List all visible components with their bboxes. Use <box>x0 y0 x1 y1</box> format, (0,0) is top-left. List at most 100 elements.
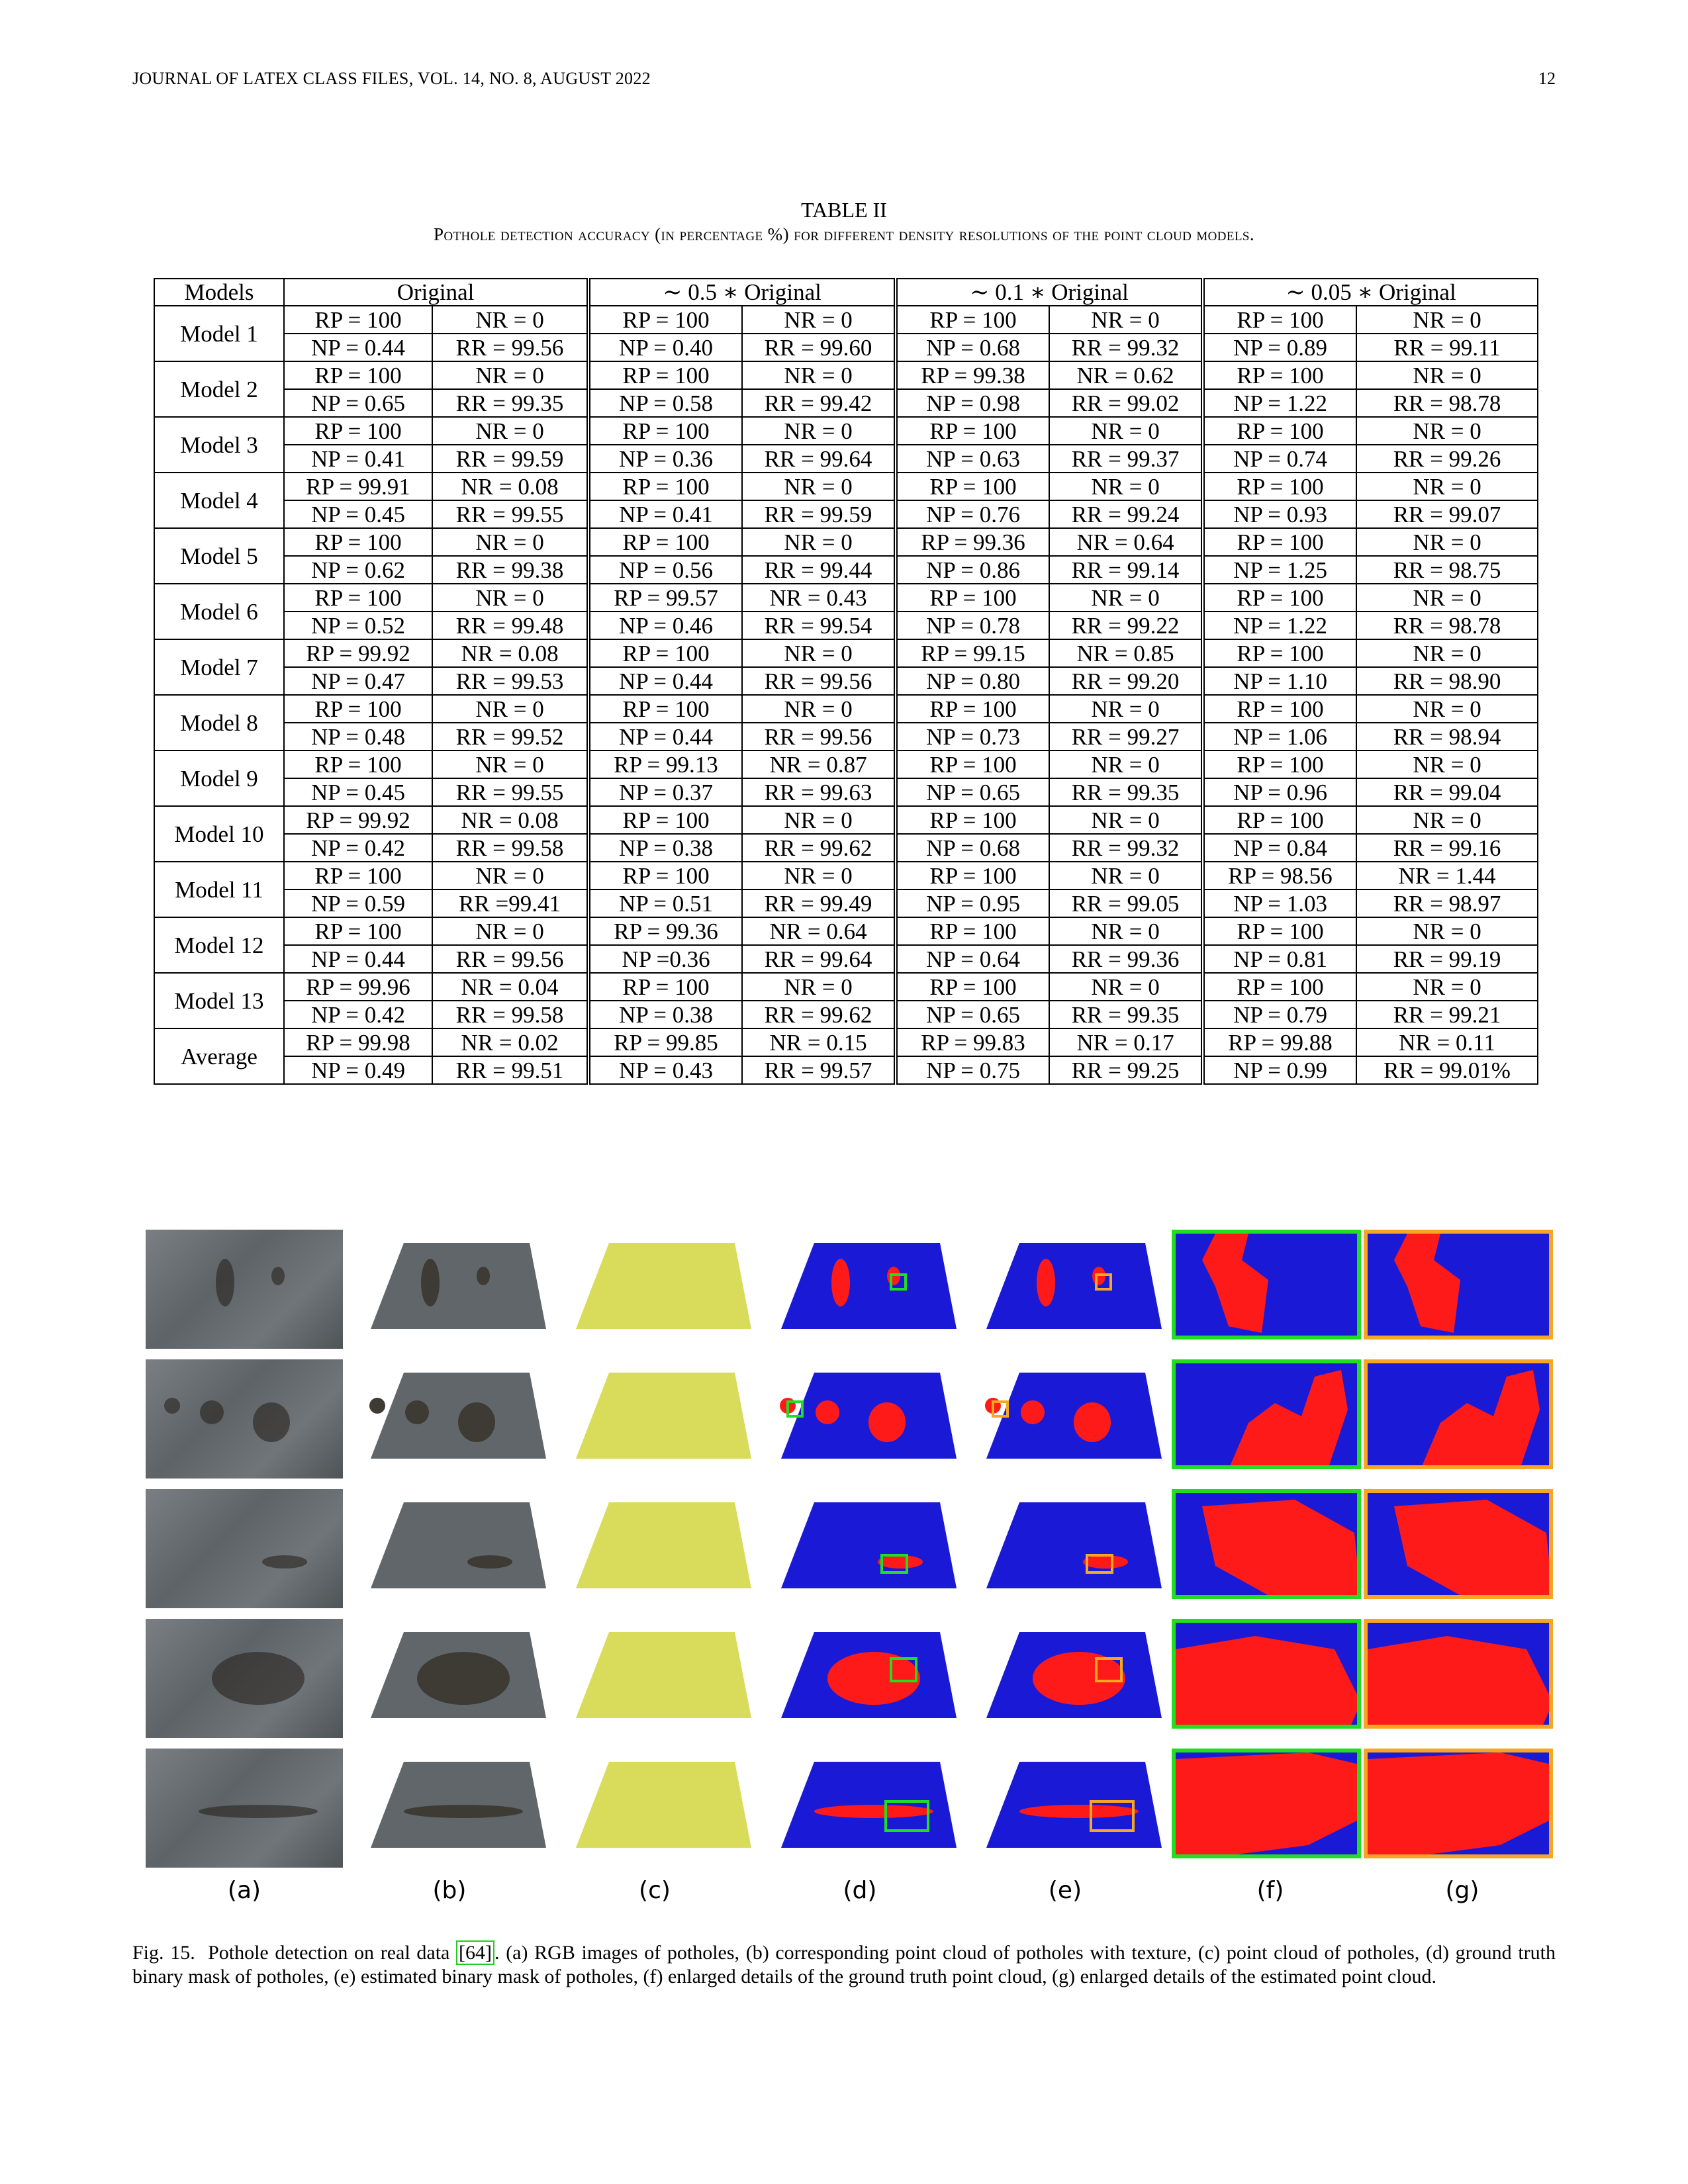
table-row: Model 11 RP = 100 NR = 0 RP = 100 NR = 0 RP =… <box>154 861 1539 918</box>
table-body: Model 1 RP = 100 NR = 0 RP = 100 NR = 0 RP = … <box>154 305 1539 1085</box>
est-enlarged-detail <box>1364 1359 1553 1469</box>
caption-lead: Pothole detection on real data <box>208 1942 450 1964</box>
table-cell: NP = 0.86 <box>894 555 1051 584</box>
table-row: Model 7 RP = 99.92 NR = 0.08 RP = 100 NR = 0… <box>154 639 1539 696</box>
table-cell: RP = 100 <box>1201 305 1358 334</box>
rgb-pothole-image <box>146 1619 343 1738</box>
table-cell: NP = 0.41 <box>586 500 743 529</box>
table-cell: RP = 100 <box>894 861 1051 890</box>
yellow-cloud-plane <box>576 1762 751 1848</box>
table-cell: RR = 99.51 <box>431 1056 590 1085</box>
table-cell: NR = 0 <box>431 361 590 390</box>
table-cell: RP = 100 <box>1201 639 1358 668</box>
table-cell: RP = 99.13 <box>586 750 743 779</box>
table-cell: RP = 100 <box>283 305 433 334</box>
panel-label: (d) <box>843 1877 877 1904</box>
panel-label: (a) <box>227 1877 261 1904</box>
table-cell: RP = 98.56 <box>1201 861 1358 890</box>
table-cell: NP = 0.64 <box>894 944 1051 974</box>
table-cell: NR = 0 <box>1356 917 1539 946</box>
table-cell: NR = 0 <box>741 861 897 890</box>
table-cell: NP = 0.47 <box>283 666 433 696</box>
table-cell: NP = 0.49 <box>283 1056 433 1085</box>
table-cell: RR = 99.04 <box>1356 778 1539 807</box>
table-cell: RP = 99.96 <box>283 972 433 1001</box>
table-cell: NP = 0.96 <box>1201 778 1358 807</box>
table-caption: TABLE II Pothole detection accuracy (in … <box>0 197 1688 246</box>
table-cell: NP = 0.44 <box>283 944 433 974</box>
rgb-pothole-image <box>146 1359 343 1479</box>
est-enlarged-detail-shape <box>1368 1636 1549 1725</box>
table-cell: RP = 100 <box>1201 694 1358 723</box>
model-name-cell: Model 6 <box>154 583 285 640</box>
table-cell: RR = 99.56 <box>431 333 590 362</box>
table-cell: RP = 100 <box>894 583 1051 612</box>
table-cell: RP = 100 <box>586 694 743 723</box>
table-cell: NP = 0.80 <box>894 666 1051 696</box>
table-cell: RP = 99.38 <box>894 361 1051 390</box>
pothole-shape <box>271 1267 285 1285</box>
header-models: Models <box>154 278 285 306</box>
table-cell: NR = 0 <box>1356 472 1539 501</box>
table-cell: NP = 0.98 <box>894 388 1051 418</box>
table-cell: NR = 0 <box>1356 583 1539 612</box>
table-cell: RR = 99.42 <box>741 388 897 418</box>
textured-cloud-plane <box>371 1243 546 1329</box>
ground-truth-mask <box>761 1749 959 1868</box>
ground-truth-mask-plane <box>781 1632 957 1718</box>
table-row: NP = 0.62 RR = 99.38 NP = 0.56 RR = 99.44 NP… <box>154 555 1539 584</box>
model-name-cell: Model 2 <box>154 361 285 418</box>
table-cell: RP = 99.83 <box>894 1028 1051 1057</box>
panel-label: (c) <box>639 1877 671 1904</box>
table-cell: NR = 0 <box>1356 305 1539 334</box>
table-cell: NP = 0.95 <box>894 889 1051 918</box>
pothole-shape <box>253 1402 290 1442</box>
table-cell: NR = 0 <box>1049 805 1204 835</box>
model-name-cell: Model 1 <box>154 305 285 362</box>
model-name-cell: Model 8 <box>154 694 285 751</box>
table-cell: NR = 0 <box>1049 917 1204 946</box>
model-name-cell: Model 10 <box>154 805 285 862</box>
table-cell: NR = 0.04 <box>431 972 590 1001</box>
gt-enlarged-detail <box>1172 1359 1361 1469</box>
table-cell: NR = 0.87 <box>741 750 897 779</box>
table-cell: RR = 99.24 <box>1049 500 1204 529</box>
header-tenth: ∼ 0.1 ∗ Original <box>894 278 1204 306</box>
table-cell: RP = 100 <box>586 416 743 445</box>
table-cell: NR = 0.17 <box>1049 1028 1204 1057</box>
gt-enlarged-detail <box>1172 1489 1361 1599</box>
model-name-cell: Average <box>154 1028 285 1085</box>
table-cell: NR = 0.64 <box>1049 527 1204 557</box>
citation-link[interactable]: [64] <box>456 1940 495 1965</box>
table-cell: RP = 100 <box>283 361 433 390</box>
rgb-pothole-image <box>146 1489 343 1608</box>
estimated-mask <box>966 1489 1164 1608</box>
est-enlarged-detail <box>1364 1230 1553 1340</box>
table-cell: RR = 99.14 <box>1049 555 1204 584</box>
table-cell: RR = 99.56 <box>431 944 590 974</box>
gt-enlarged-detail <box>1172 1230 1361 1340</box>
table-cell: RP = 100 <box>894 305 1051 334</box>
ground-truth-mask-plane <box>781 1243 957 1329</box>
table-cell: RP = 100 <box>894 917 1051 946</box>
est-enlarged-detail-shape <box>1394 1234 1460 1333</box>
table-row: Model 9 RP = 100 NR = 0 RP = 99.13 NR = 0.87… <box>154 750 1539 807</box>
table-cell: NP = 0.56 <box>586 555 743 584</box>
table-cell: RP = 99.57 <box>586 583 743 612</box>
table-cell: RR = 99.07 <box>1356 500 1539 529</box>
table-cell: RR = 99.22 <box>1049 611 1204 640</box>
figure-number: Fig. 15. <box>132 1942 195 1964</box>
table-cell: RR = 99.36 <box>1049 944 1204 974</box>
table-row: NP = 0.44 RR = 99.56 NP =0.36 RR = 99.64 NP … <box>154 944 1539 974</box>
caption-body: . (a) RGB images of potholes, (b) corres… <box>132 1942 1556 1987</box>
table-cell: NR = 0 <box>741 527 897 557</box>
table-cell: NP = 1.25 <box>1201 555 1358 584</box>
yellow-cloud-plane <box>576 1373 751 1459</box>
table-cell: RR = 99.38 <box>431 555 590 584</box>
estimated-mask <box>966 1230 1164 1349</box>
table-cell: RP = 100 <box>1201 917 1358 946</box>
table-cell: NR = 0.08 <box>431 472 590 501</box>
table-cell: NR = 0 <box>1356 805 1539 835</box>
table-cell: RP = 100 <box>1201 750 1358 779</box>
textured-cloud-plane <box>371 1632 546 1718</box>
